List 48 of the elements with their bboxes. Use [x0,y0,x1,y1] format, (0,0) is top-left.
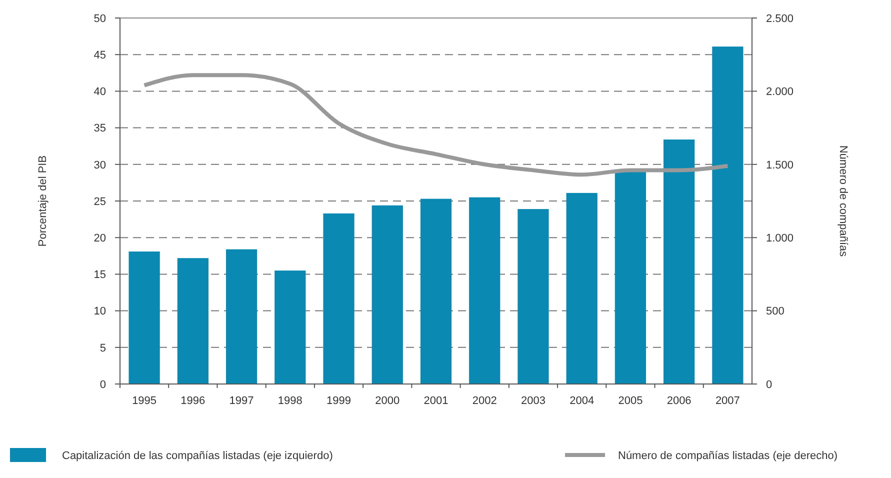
x-tick-label: 2006 [666,395,692,407]
y-tick-label: 5 [100,342,106,354]
x-tick-label: 1995 [132,395,157,407]
y-tick-label: 15 [94,269,106,282]
x-tick-label: 2002 [472,395,497,407]
x-tick-label: 2005 [618,395,643,407]
bar [712,46,744,384]
x-tick-label: 2004 [570,395,594,407]
legend-label: Capitalización de las compañías listadas (eje izquierdo) [62,450,333,462]
y-tick-label: 40 [94,86,106,98]
bar [566,192,598,384]
bar [323,213,354,384]
y-tick-label: 45 [94,49,106,62]
x-tick-label: 2003 [520,395,546,407]
x-tick-label: 2001 [424,395,448,407]
x-tick-label: 2000 [375,395,400,407]
x-tick-label: 1999 [326,395,352,407]
y2-tick-label: 2.000 [766,86,794,98]
y2-axis-title: Número de compañías [837,145,849,258]
x-tick-label: 1996 [180,395,206,407]
legend-label: Número de compañías listadas (eje derecho) [618,450,838,462]
bar [372,205,403,384]
y-tick-label: 20 [94,232,106,244]
bar [274,270,306,384]
y-tick-label: 25 [94,196,106,208]
y2-tick-label: 1.000 [766,232,794,244]
x-tick-label: 1998 [278,395,302,407]
y-tick-label: 50 [94,12,106,25]
line-series [142,73,730,177]
y2-tick-label: 500 [766,306,784,318]
bar [614,172,646,384]
x-tick-label: 1997 [229,395,254,407]
bar [469,197,500,384]
y2-tick-label: 1.500 [766,159,794,172]
bar [420,198,452,384]
x-tick-label: 2007 [715,395,740,407]
y2-tick-label: 2.500 [766,12,794,25]
y-axis-title: Porcentaje del PIB [37,155,49,247]
bar [128,252,160,384]
y-tick-label: 30 [94,159,106,172]
bar [226,249,258,384]
bar [177,258,208,384]
y-tick-label: 35 [94,122,106,135]
y2-tick-label: 0 [766,378,772,391]
y-tick-label: 10 [94,306,106,318]
y-tick-label: 0 [100,378,106,391]
bar [664,140,695,384]
bar [518,209,549,384]
